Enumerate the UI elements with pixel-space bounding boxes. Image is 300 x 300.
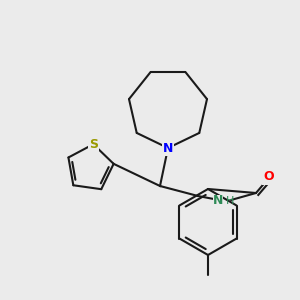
Text: N: N [213, 194, 223, 208]
Text: S: S [89, 138, 98, 151]
Text: H: H [226, 196, 234, 206]
Text: O: O [264, 170, 274, 184]
Text: N: N [163, 142, 173, 154]
